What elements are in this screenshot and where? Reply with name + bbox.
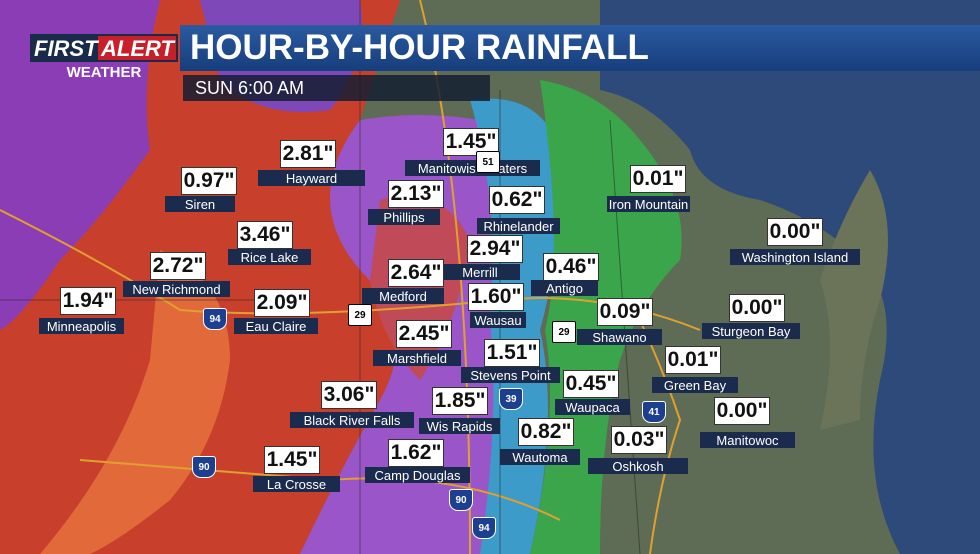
- rainfall-value: 2.09": [254, 289, 310, 317]
- city-label: Wausau: [470, 312, 526, 328]
- city-label: Manitowish Waters: [405, 160, 540, 176]
- logo-first: FIRST: [34, 36, 99, 61]
- rainfall-value: 0.82": [518, 418, 574, 446]
- city-label: Stevens Point: [461, 367, 560, 383]
- rainfall-value: 3.46": [237, 221, 293, 249]
- subtitle: SUN 6:00 AM: [183, 75, 490, 101]
- highway-shield: 51: [476, 151, 500, 173]
- rainfall-value: 1.85": [432, 387, 488, 415]
- rainfall-value: 0.00": [729, 294, 785, 322]
- city-label: Black River Falls: [290, 412, 414, 428]
- city-label: Marshfield: [373, 350, 461, 366]
- city-label: Hayward: [258, 170, 365, 186]
- city-label: Waupaca: [555, 399, 630, 415]
- city-label: Shawano: [577, 329, 662, 345]
- highway-shield: 90: [449, 489, 473, 511]
- city-label: Camp Douglas: [365, 467, 470, 483]
- city-label: Rice Lake: [228, 249, 311, 265]
- city-label: Wis Rapids: [419, 418, 500, 434]
- rainfall-value: 0.62": [489, 186, 545, 214]
- logo: FIRST ALERT WEATHER: [30, 34, 178, 80]
- city-label: Washington Island: [730, 249, 860, 265]
- rainfall-value: 2.72": [150, 252, 206, 280]
- highway-shield: 29: [348, 304, 372, 326]
- city-label: Wautoma: [500, 449, 580, 465]
- city-label: Minneapolis: [39, 318, 124, 334]
- rainfall-value: 0.03": [611, 426, 667, 454]
- city-label: Eau Claire: [234, 318, 318, 334]
- rainfall-value: 1.62": [388, 439, 444, 467]
- highway-shield: 41: [642, 401, 666, 423]
- logo-alert: ALERT: [100, 36, 175, 61]
- rainfall-value: 0.97": [181, 167, 237, 195]
- city-label: Rhinelander: [477, 218, 560, 234]
- rainfall-value: 1.94": [60, 287, 116, 315]
- city-label: Oshkosh: [588, 458, 688, 474]
- rainfall-value: 0.01": [665, 346, 721, 374]
- city-label: Green Bay: [652, 377, 738, 393]
- city-label: Sturgeon Bay: [702, 323, 800, 339]
- rainfall-value: 0.09": [597, 298, 653, 326]
- highway-shield: 29: [552, 321, 576, 343]
- rainfall-value: 0.45": [563, 370, 619, 398]
- rainfall-value: 0.46": [543, 253, 599, 281]
- city-label: Siren: [165, 196, 235, 212]
- rainfall-value: 1.51": [484, 339, 540, 367]
- city-label: Manitowoc: [700, 432, 795, 448]
- highway-shield: 94: [472, 517, 496, 539]
- city-label: New Richmond: [123, 281, 230, 297]
- rainfall-value: 1.45": [264, 446, 320, 474]
- rainfall-value: 3.06": [321, 381, 377, 409]
- city-label: Iron Mountain: [607, 196, 690, 212]
- logo-weather: WEATHER: [67, 64, 142, 80]
- rainfall-value: 2.94": [467, 235, 523, 263]
- rainfall-value: 2.64": [388, 259, 444, 287]
- city-label: La Crosse: [253, 476, 340, 492]
- rainfall-value: 2.13": [388, 180, 444, 208]
- rainfall-value: 0.00": [767, 218, 823, 246]
- city-label: Medford: [362, 288, 444, 304]
- rainfall-value: 1.45": [443, 128, 499, 156]
- rainfall-value: 1.60": [468, 283, 524, 311]
- rainfall-value: 0.00": [714, 397, 770, 425]
- title: HOUR-BY-HOUR RAINFALL: [180, 25, 980, 71]
- city-label: Merrill: [440, 264, 520, 280]
- rainfall-value: 2.81": [280, 140, 336, 168]
- rainfall-value: 0.01": [630, 165, 686, 193]
- city-label: Phillips: [368, 209, 440, 225]
- highway-shield: 94: [203, 308, 227, 330]
- rainfall-value: 2.45": [396, 320, 452, 348]
- highway-shield: 39: [499, 388, 523, 410]
- highway-shield: 90: [192, 456, 216, 478]
- city-label: Antigo: [531, 280, 598, 296]
